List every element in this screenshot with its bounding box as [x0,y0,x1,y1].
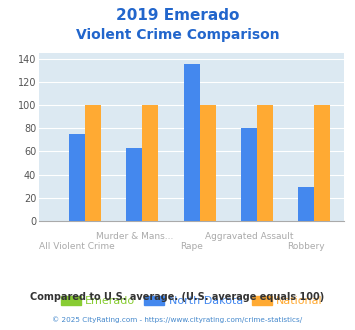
Bar [241,128,257,221]
Text: Rape: Rape [180,242,203,251]
Text: Murder & Mans...: Murder & Mans... [95,232,173,241]
Bar [69,134,85,221]
Bar [126,148,142,221]
Bar [85,105,101,221]
Text: Robbery: Robbery [288,242,325,251]
Legend: Emerado, North Dakota, National: Emerado, North Dakota, National [61,296,323,306]
Text: © 2025 CityRating.com - https://www.cityrating.com/crime-statistics/: © 2025 CityRating.com - https://www.city… [53,317,302,323]
Bar [315,105,331,221]
Bar [184,64,200,221]
Bar [142,105,158,221]
Text: Violent Crime Comparison: Violent Crime Comparison [76,28,279,42]
Text: Aggravated Assault: Aggravated Assault [205,232,293,241]
Text: All Violent Crime: All Violent Crime [39,242,115,251]
Text: Compared to U.S. average. (U.S. average equals 100): Compared to U.S. average. (U.S. average … [31,292,324,302]
Bar [298,187,315,221]
Bar [257,105,273,221]
Bar [200,105,216,221]
Text: 2019 Emerado: 2019 Emerado [116,8,239,23]
